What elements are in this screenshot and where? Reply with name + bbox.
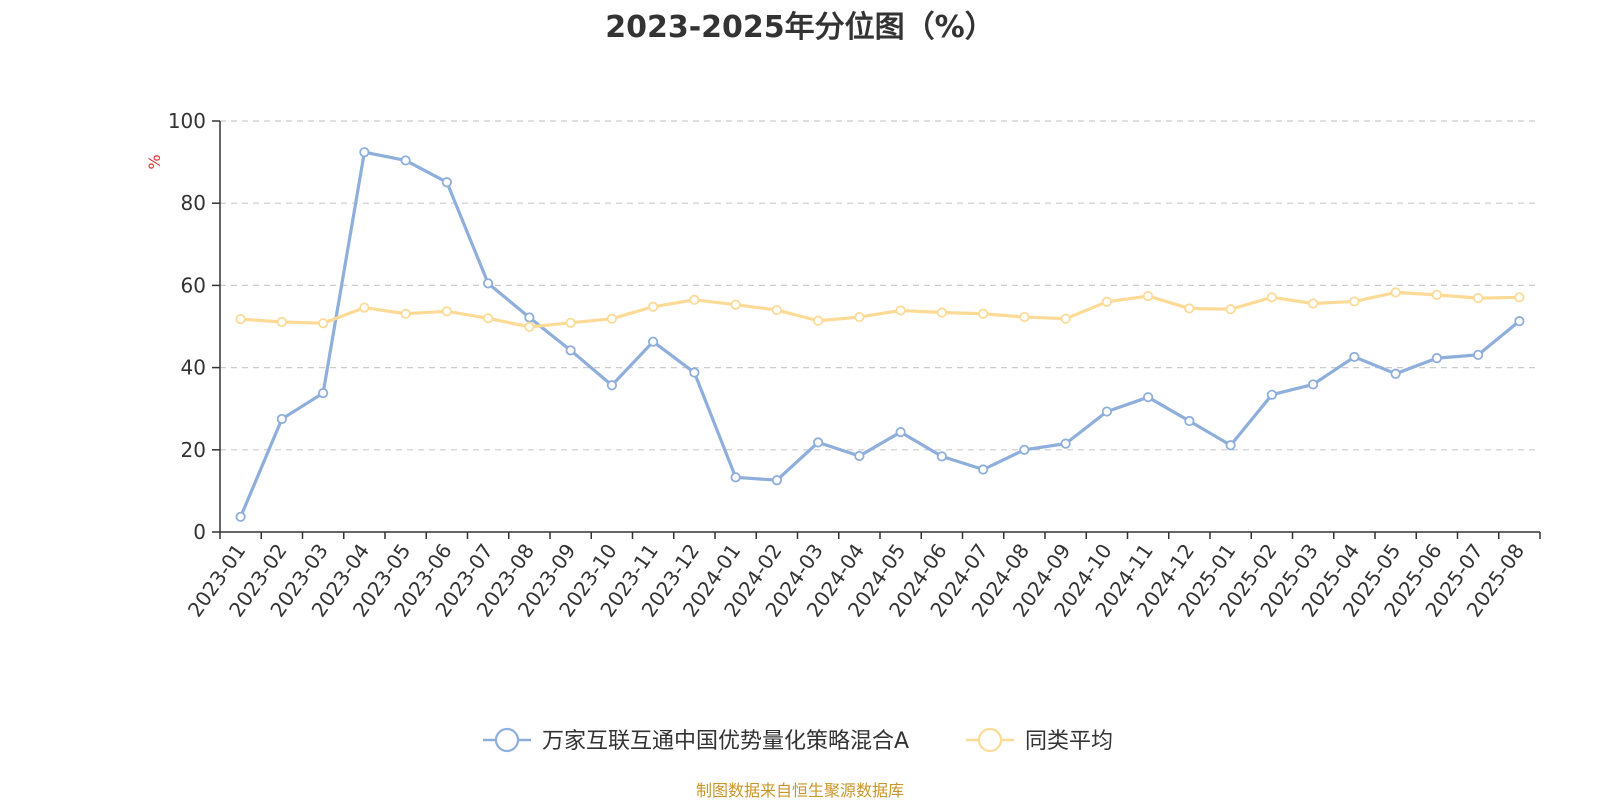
data-point xyxy=(1473,293,1484,304)
data-point xyxy=(771,475,782,486)
data-point xyxy=(1514,316,1525,327)
data-point xyxy=(1184,415,1195,427)
series-line xyxy=(239,290,1521,329)
data-point xyxy=(359,302,370,313)
data-point xyxy=(524,312,535,323)
data-point xyxy=(1225,440,1236,451)
legend-marker xyxy=(977,727,1003,753)
data-point xyxy=(359,147,370,158)
data-point xyxy=(730,299,741,310)
data-point xyxy=(689,367,700,378)
y-tick-label: 0 xyxy=(193,520,206,544)
data-point xyxy=(1308,379,1319,390)
data-point xyxy=(1431,289,1442,300)
data-point xyxy=(1266,292,1277,303)
data-point xyxy=(1101,296,1112,307)
data-point xyxy=(895,305,906,316)
y-tick-labels: 0 20 40 60 80 100 xyxy=(168,109,206,544)
data-point xyxy=(1184,303,1195,314)
data-point xyxy=(235,314,246,325)
y-tick-label: 20 xyxy=(181,438,206,462)
data-point xyxy=(1349,296,1360,307)
legend-item-1[interactable]: 万家互联互通中国优势量化策略混合A xyxy=(483,727,909,754)
data-point xyxy=(689,294,700,305)
series-line xyxy=(239,150,1521,519)
data-point xyxy=(1473,349,1484,360)
data-point xyxy=(400,155,411,166)
data-point xyxy=(854,450,865,462)
y-tick-label: 40 xyxy=(181,356,206,380)
data-point xyxy=(606,380,617,391)
data-point xyxy=(978,308,989,319)
data-point xyxy=(1060,313,1071,324)
axes xyxy=(212,120,1541,539)
data-source-note: 制图数据来自恒生聚源数据库 xyxy=(695,781,904,800)
data-point xyxy=(771,304,782,316)
data-point xyxy=(1101,406,1112,417)
data-point xyxy=(1514,292,1525,303)
data-point xyxy=(276,316,287,328)
x-tick-labels: 2023-012023-022023-032023-042023-052023-… xyxy=(183,539,1529,621)
data-point xyxy=(441,177,452,188)
data-point xyxy=(895,427,906,438)
data-point xyxy=(1308,298,1319,309)
data-point xyxy=(1019,444,1030,455)
data-point xyxy=(524,321,535,333)
data-point xyxy=(648,301,659,312)
data-point xyxy=(318,387,329,399)
data-point xyxy=(1390,287,1401,298)
data-point xyxy=(1060,438,1071,449)
data-point xyxy=(235,511,246,522)
data-point xyxy=(1431,353,1442,364)
y-tick-label: 60 xyxy=(181,273,206,297)
chart-title: 2023-2025年分位图（%） xyxy=(605,10,995,45)
data-point xyxy=(1143,392,1154,403)
data-point xyxy=(936,307,947,318)
data-point xyxy=(483,278,494,289)
data-point xyxy=(648,336,659,347)
data-point xyxy=(276,413,287,425)
series-layer xyxy=(235,147,1525,522)
data-point xyxy=(1266,389,1277,400)
data-point xyxy=(606,313,617,324)
series-1 xyxy=(235,147,1525,522)
data-point xyxy=(1225,304,1236,315)
legend-label: 同类平均 xyxy=(1025,729,1113,754)
data-point xyxy=(936,451,947,462)
data-point xyxy=(318,318,329,329)
data-point xyxy=(400,308,411,319)
data-point xyxy=(854,311,865,323)
y-tick-label: 100 xyxy=(168,109,206,133)
data-point xyxy=(730,472,741,483)
legend-label: 万家互联互通中国优势量化策略混合A xyxy=(542,729,909,754)
data-point xyxy=(565,345,576,356)
y-tick-label: 80 xyxy=(181,191,206,215)
legend-marker xyxy=(494,727,520,753)
data-point xyxy=(813,315,824,326)
grid-lines xyxy=(220,120,1540,451)
data-point xyxy=(978,464,989,475)
legend[interactable]: 万家互联互通中国优势量化策略混合A 同类平均 xyxy=(483,727,1113,754)
data-point xyxy=(441,306,452,317)
data-point xyxy=(1019,311,1030,323)
data-point xyxy=(1390,368,1401,379)
y-axis-unit: % xyxy=(145,154,164,169)
data-point xyxy=(565,317,576,328)
legend-item-2[interactable]: 同类平均 xyxy=(966,727,1113,754)
data-point xyxy=(1349,351,1360,363)
data-point xyxy=(813,437,824,448)
series-2 xyxy=(235,287,1525,333)
data-point xyxy=(483,313,494,324)
data-point xyxy=(1143,290,1154,302)
